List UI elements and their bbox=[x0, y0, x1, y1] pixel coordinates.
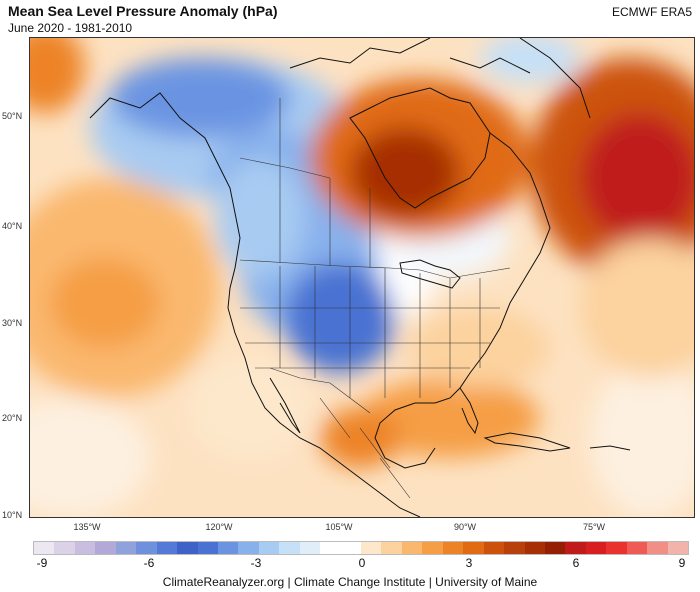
scale-tick-minus9: -9 bbox=[36, 556, 48, 570]
color-scale-segment bbox=[258, 542, 280, 554]
color-scale-segment bbox=[74, 542, 96, 554]
color-scale-segment bbox=[667, 542, 688, 554]
color-scale-segment bbox=[504, 542, 525, 554]
color-scale-segment bbox=[156, 542, 178, 554]
color-scale-segment bbox=[340, 542, 361, 554]
color-scale-segment bbox=[136, 542, 157, 554]
color-scale-segment bbox=[381, 542, 402, 554]
color-scale-segment bbox=[54, 542, 75, 554]
map-title: Mean Sea Level Pressure Anomaly (hPa) bbox=[8, 3, 278, 19]
scale-tick-6: 6 bbox=[572, 556, 580, 570]
color-scale-segment bbox=[320, 542, 341, 554]
color-scale-segment bbox=[565, 542, 586, 554]
color-scale-segment bbox=[299, 542, 321, 554]
color-scale-segment bbox=[442, 542, 464, 554]
lon-label-120w: 120°W bbox=[205, 522, 233, 532]
color-scale-bar bbox=[33, 541, 689, 555]
color-scale-segment bbox=[238, 542, 259, 554]
color-scale-segment bbox=[95, 542, 116, 554]
color-scale-segment bbox=[524, 542, 545, 554]
lon-label-90w: 90°W bbox=[453, 522, 477, 532]
scale-tick-0: 0 bbox=[358, 556, 366, 570]
scale-tick-minus3: -3 bbox=[250, 556, 262, 570]
data-source-label: ECMWF ERA5 bbox=[611, 5, 692, 19]
lon-label-135w: 135°W bbox=[73, 522, 101, 532]
lon-label-75w: 75°W bbox=[582, 522, 606, 532]
color-scale-segment bbox=[585, 542, 607, 554]
color-scale-segment bbox=[483, 542, 505, 554]
lat-label-30n: 30°N bbox=[2, 318, 23, 328]
color-scale-segment bbox=[34, 542, 55, 554]
coastline-outlines bbox=[89, 38, 631, 517]
lat-label-10n: 10°N bbox=[2, 510, 23, 520]
color-scale-segment bbox=[177, 542, 198, 554]
color-scale-segment bbox=[606, 542, 627, 554]
scale-tick-9: 9 bbox=[678, 556, 686, 570]
anomaly-map bbox=[29, 37, 695, 518]
color-scale-segment bbox=[217, 542, 239, 554]
color-scale-segment bbox=[401, 542, 423, 554]
lon-label-105w: 105°W bbox=[325, 522, 353, 532]
color-scale-segment bbox=[361, 542, 382, 554]
lat-label-40n: 40°N bbox=[2, 221, 23, 231]
color-scale-segment bbox=[647, 542, 668, 554]
color-scale-segment bbox=[544, 542, 566, 554]
scale-tick-3: 3 bbox=[465, 556, 473, 570]
color-scale-segment bbox=[279, 542, 300, 554]
scale-tick-minus6: -6 bbox=[143, 556, 155, 570]
color-scale-segment bbox=[422, 542, 443, 554]
lat-label-50n: 50°N bbox=[2, 111, 23, 121]
color-scale-segment bbox=[626, 542, 648, 554]
color-scale-segment bbox=[115, 542, 137, 554]
color-scale-segment bbox=[197, 542, 218, 554]
color-scale-segment bbox=[463, 542, 484, 554]
anomaly-shading bbox=[30, 38, 694, 517]
credit-footer: ClimateReanalyzer.org | Climate Change I… bbox=[162, 575, 538, 589]
lat-label-20n: 20°N bbox=[2, 413, 23, 423]
map-subtitle: June 2020 - 1981-2010 bbox=[8, 21, 133, 35]
anomaly-map-canvas bbox=[30, 38, 694, 517]
political-borders bbox=[239, 98, 511, 499]
